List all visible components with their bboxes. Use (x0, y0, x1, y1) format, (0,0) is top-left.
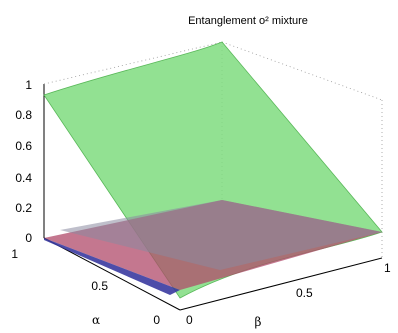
alpha-tick-label: 0.5 (91, 279, 108, 293)
z-tick-label: 0.4 (15, 171, 32, 185)
beta-axis-line (179, 257, 383, 311)
alpha-axis-line (43, 237, 181, 311)
beta-tick-label: 0 (186, 313, 193, 327)
z-tick-label: 0.8 (15, 108, 32, 122)
blue-plane (44, 238, 180, 295)
beta-ticks: 0 0.5 1 (186, 261, 391, 327)
grid-right-top (221, 41, 383, 101)
beta-tick-label: 1 (384, 261, 391, 275)
chart-title: Entanglement o² mixture (188, 15, 308, 27)
axis-box (43, 84, 383, 311)
alpha-ticks: 0 0.5 1 (11, 247, 160, 327)
grey-overlay (60, 200, 382, 270)
alpha-tick-label: 1 (11, 247, 18, 261)
z-tick-label: 1 (25, 78, 32, 92)
z-tick-label: 0.2 (15, 201, 32, 215)
back-grid (43, 41, 383, 258)
z-tick-label: 0 (25, 231, 32, 245)
alpha-axis-label: α (92, 313, 100, 327)
z-tick-label: 0.6 (15, 139, 32, 153)
alpha-tick-label: 0 (153, 313, 160, 327)
grid-back-top (43, 41, 223, 85)
beta-axis-label: β (255, 315, 262, 329)
z-ticks: 0 0.2 0.4 0.6 0.8 1 (15, 78, 32, 245)
beta-tick-label: 0.5 (296, 286, 313, 300)
